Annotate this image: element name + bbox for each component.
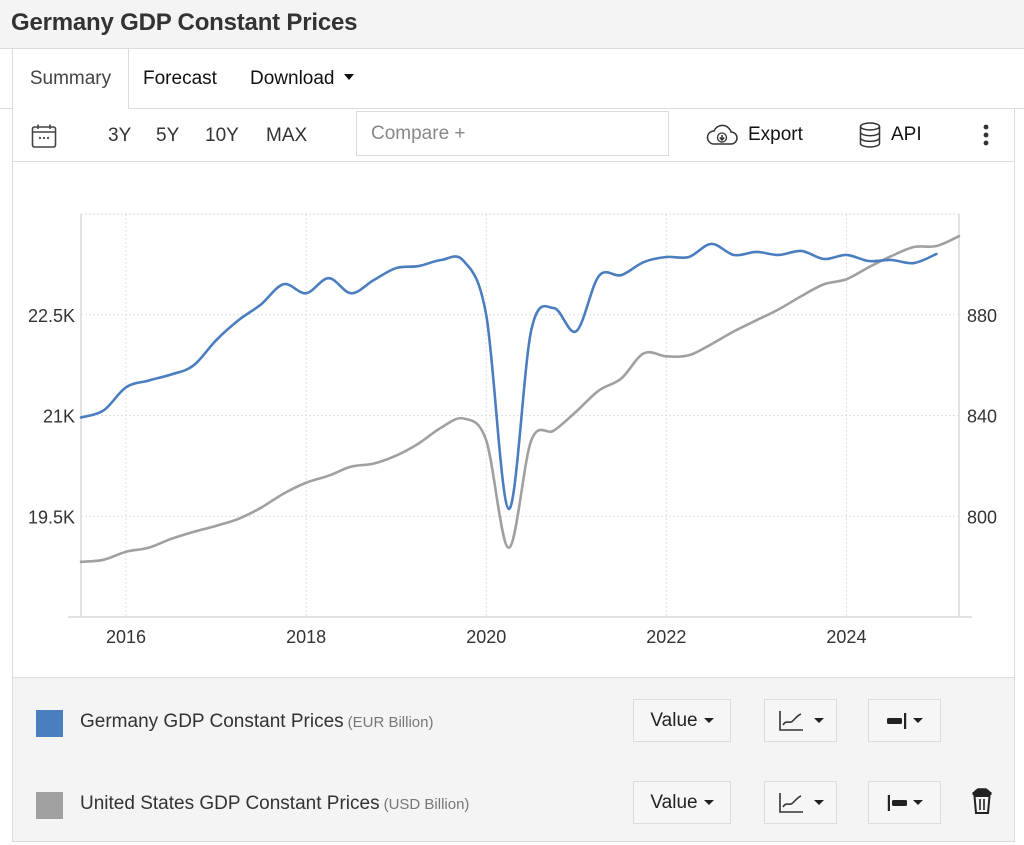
cloud-download-icon	[706, 124, 738, 145]
tab-forecast-label: Forecast	[143, 68, 217, 89]
title-bar: Germany GDP Constant Prices	[0, 0, 1024, 49]
caret-down-icon	[913, 718, 923, 723]
api-label: API	[891, 124, 922, 145]
tab-forecast[interactable]: Forecast	[143, 49, 217, 109]
legend-swatch-united-states	[36, 792, 63, 819]
legend-series-label: United States GDP Constant Prices	[80, 793, 380, 814]
value-dropdown-label: Value	[650, 791, 698, 813]
api-button[interactable]: API	[859, 121, 922, 149]
caret-down-icon	[703, 800, 714, 805]
calendar-icon[interactable]	[31, 123, 57, 149]
x-tick-label: 2020	[466, 627, 506, 647]
legend-panel: Germany GDP Constant Prices (EUR Billion)…	[12, 677, 1015, 842]
x-tick-label: 2024	[826, 627, 866, 647]
legend-series-name: United States GDP Constant Prices (USD Bi…	[80, 793, 469, 815]
y-right-tick-label: 800	[967, 507, 997, 527]
value-dropdown[interactable]: Value	[633, 781, 731, 824]
vertical-dots-icon[interactable]	[979, 122, 993, 150]
axis-dropdown[interactable]	[868, 781, 941, 824]
legend-swatch-germany	[36, 710, 63, 737]
x-tick-label: 2018	[286, 627, 326, 647]
y-right-tick-label: 880	[967, 306, 997, 326]
caret-down-icon	[813, 718, 824, 723]
tab-summary-label: Summary	[29, 68, 112, 89]
export-button[interactable]: Export	[706, 121, 803, 149]
series-line-germany-gdp-constant-prices	[79, 242, 938, 511]
caret-down-icon	[813, 800, 824, 805]
y-left-tick-labels: 19.5K 21K 22.5K	[28, 306, 75, 528]
x-tick-label: 2022	[646, 627, 686, 647]
left-axis-icon	[887, 794, 907, 811]
x-tick-label: 2016	[106, 627, 146, 647]
tab-download-label: Download	[250, 68, 335, 89]
tab-summary[interactable]: Summary	[12, 49, 129, 110]
chart-toolbar: 3Y 5Y 10Y MAX Export API	[12, 109, 1015, 162]
axes	[68, 214, 972, 618]
compare-input[interactable]	[356, 111, 669, 156]
trash-icon[interactable]	[971, 787, 993, 815]
y-left-tick-label: 19.5K	[28, 507, 75, 527]
legend-series-label: Germany GDP Constant Prices	[80, 711, 344, 732]
tab-download[interactable]: Download	[250, 49, 354, 109]
value-dropdown-label: Value	[650, 709, 698, 731]
legend-row-united-states: United States GDP Constant Prices (USD Bi…	[13, 781, 1014, 825]
y-right-tick-labels: 800 840 880	[967, 306, 997, 528]
database-icon	[859, 122, 881, 148]
axis-dropdown[interactable]	[868, 699, 941, 742]
chart-type-dropdown[interactable]	[764, 699, 837, 742]
y-right-tick-label: 840	[967, 407, 997, 427]
range-max-button[interactable]: MAX	[266, 125, 308, 146]
legend-series-unit: (USD Billion)	[383, 796, 470, 813]
tab-bar: Summary Forecast Download	[0, 49, 1024, 110]
caret-down-icon	[913, 800, 923, 805]
y-left-tick-label: 22.5K	[28, 306, 75, 326]
series-lines	[79, 234, 961, 564]
value-dropdown[interactable]: Value	[633, 699, 731, 742]
right-axis-icon	[887, 712, 907, 729]
line-chart-icon	[778, 792, 803, 813]
chart-type-dropdown[interactable]	[764, 781, 837, 824]
gdp-line-chart[interactable]: 2016 2018 2020 2022 2024 19.5K 21K 22.5K 800 84…	[13, 162, 1016, 677]
legend-series-name: Germany GDP Constant Prices (EUR Billion)	[80, 711, 434, 733]
range-3y-button[interactable]: 3Y	[108, 125, 132, 146]
x-tick-labels: 2016 2018 2020 2022 2024	[106, 627, 866, 647]
chart-area: 2016 2018 2020 2022 2024 19.5K 21K 22.5K 800 84…	[12, 162, 1015, 677]
legend-series-unit: (EUR Billion)	[347, 714, 434, 731]
legend-row-germany: Germany GDP Constant Prices (EUR Billion)…	[13, 699, 1014, 743]
page-title: Germany GDP Constant Prices	[11, 9, 358, 36]
caret-down-icon	[703, 718, 714, 723]
y-left-tick-label: 21K	[43, 407, 75, 427]
line-chart-icon	[778, 710, 803, 731]
export-label: Export	[748, 124, 803, 145]
caret-down-icon	[343, 73, 354, 80]
grid-lines	[81, 213, 959, 617]
series-line-united-states-gdp-constant-prices	[79, 234, 961, 564]
range-10y-button[interactable]: 10Y	[205, 125, 239, 146]
range-5y-button[interactable]: 5Y	[156, 125, 180, 146]
